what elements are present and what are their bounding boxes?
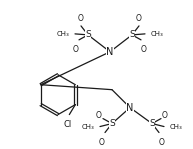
Text: Cl: Cl bbox=[63, 120, 71, 129]
Text: N: N bbox=[106, 47, 114, 57]
Text: O: O bbox=[99, 138, 105, 146]
Text: CH₃: CH₃ bbox=[56, 31, 69, 37]
Text: S: S bbox=[109, 119, 115, 128]
Text: S: S bbox=[85, 30, 91, 39]
Text: O: O bbox=[96, 111, 102, 120]
Text: S: S bbox=[149, 119, 155, 128]
Text: CH₃: CH₃ bbox=[81, 124, 94, 129]
Text: CH₃: CH₃ bbox=[170, 124, 183, 129]
Text: O: O bbox=[159, 138, 165, 146]
Text: O: O bbox=[141, 45, 147, 54]
Text: N: N bbox=[106, 47, 114, 57]
Text: O: O bbox=[136, 14, 142, 23]
Text: CH₃: CH₃ bbox=[151, 31, 164, 37]
Text: O: O bbox=[73, 45, 79, 54]
Text: S: S bbox=[129, 30, 135, 39]
Text: O: O bbox=[162, 111, 168, 120]
Text: N: N bbox=[126, 103, 134, 113]
Text: O: O bbox=[78, 14, 84, 23]
Text: N: N bbox=[126, 103, 134, 113]
